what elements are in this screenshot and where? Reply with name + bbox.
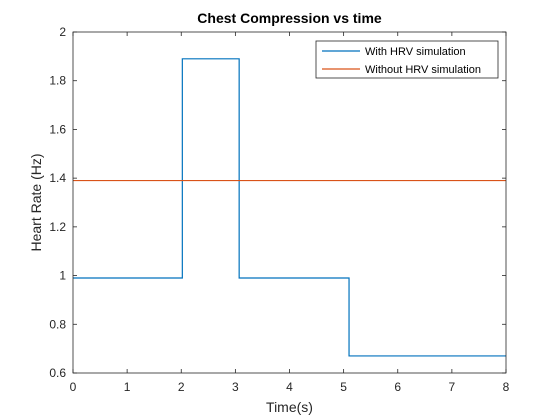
x-tick-label: 2 xyxy=(178,380,185,394)
x-tick-label: 7 xyxy=(449,380,456,394)
chart-title: Chest Compression vs time xyxy=(197,10,382,26)
series-line-with-hrv-simulation xyxy=(73,58,506,357)
y-tick-label: 1 xyxy=(59,269,66,283)
series-layer xyxy=(73,58,506,357)
y-tick-label: 1.6 xyxy=(49,122,66,136)
x-tick-label: 4 xyxy=(286,380,293,394)
x-axis-label: Time(s) xyxy=(266,399,313,415)
legend: With HRV simulation Without HRV simulati… xyxy=(315,40,499,79)
x-tick-label: 0 xyxy=(70,380,77,394)
x-axis-ticks: 0 1 2 3 4 5 6 7 8 xyxy=(70,32,510,394)
x-tick-label: 5 xyxy=(340,380,347,394)
legend-label-with-hrv: With HRV simulation xyxy=(365,46,466,58)
y-tick-label: 1.8 xyxy=(49,74,66,88)
legend-box xyxy=(315,40,499,79)
x-tick-label: 1 xyxy=(124,380,131,394)
legend-label-without-hrv: Without HRV simulation xyxy=(365,64,481,76)
plot-area xyxy=(73,32,506,373)
y-tick-label: 1.2 xyxy=(49,220,66,234)
x-tick-label: 6 xyxy=(394,380,401,394)
y-tick-label: 0.6 xyxy=(49,366,66,380)
x-tick-label: 8 xyxy=(503,380,510,394)
y-axis-ticks: 0.6 0.8 1 1.2 1.4 1.6 1.8 2 xyxy=(49,25,506,380)
y-tick-label: 1.4 xyxy=(49,171,66,185)
y-axis-label: Heart Rate (Hz) xyxy=(28,153,44,251)
y-tick-label: 0.8 xyxy=(49,317,66,331)
x-tick-label: 3 xyxy=(232,380,239,394)
y-tick-label: 2 xyxy=(59,25,66,39)
